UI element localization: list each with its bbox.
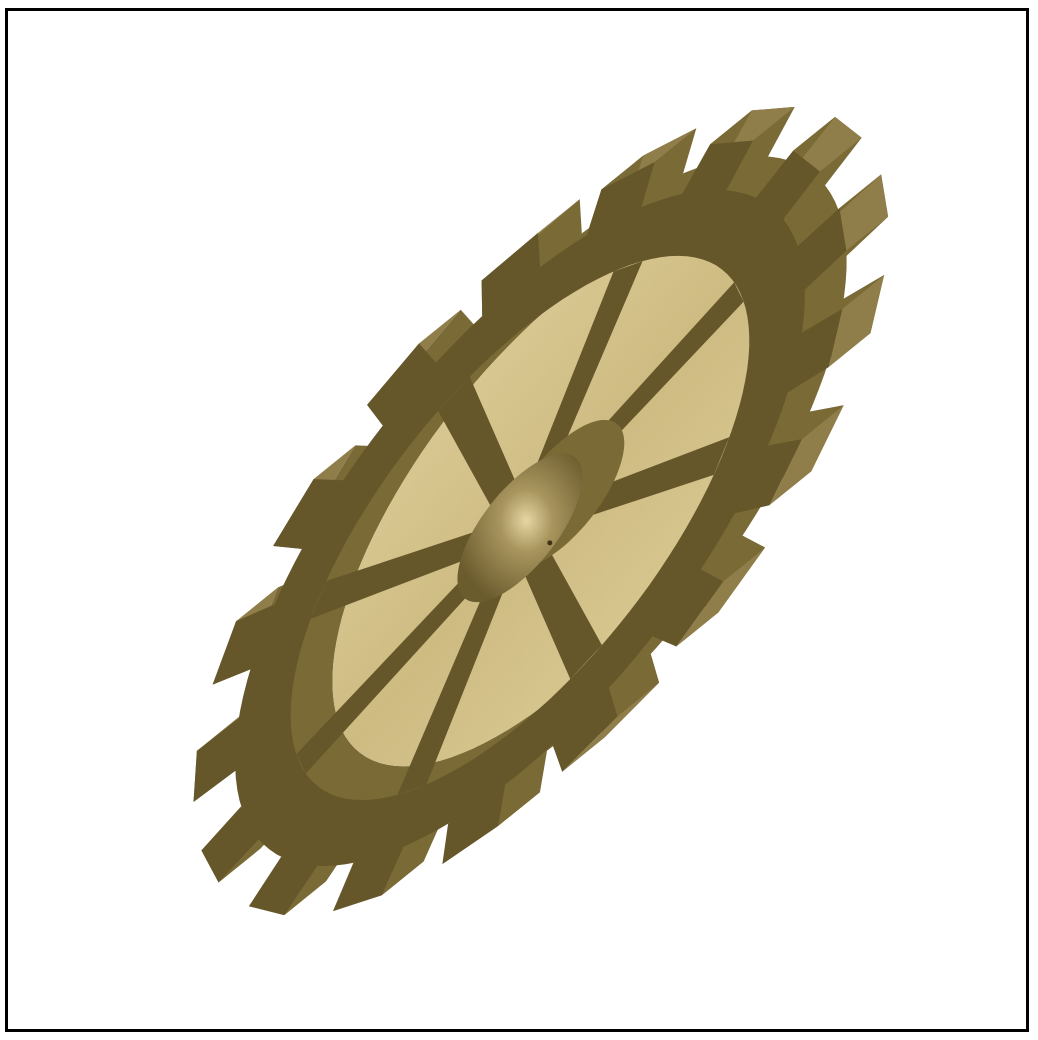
gear-tooth-side <box>801 275 885 333</box>
gear-tooth-top <box>828 275 885 368</box>
gear-spoke <box>523 547 602 680</box>
gear-tooth-top <box>839 174 889 251</box>
gear-rim-front <box>235 189 805 866</box>
gear-spoke <box>438 376 517 509</box>
gear-spoke <box>310 530 478 619</box>
gear-spoke <box>534 261 643 470</box>
gear-spoke <box>562 437 730 525</box>
gear-tooth-front <box>552 687 618 772</box>
gear-tooth-top <box>793 116 862 172</box>
gear-tooth-side <box>700 535 766 582</box>
gear-tooth-front <box>367 343 436 426</box>
gear-tooth-side <box>768 405 844 446</box>
gear-spoke <box>296 577 472 774</box>
gear-tooth-front <box>797 208 847 290</box>
gear-tooth-top <box>769 405 844 506</box>
gear-tooth-side <box>498 750 547 826</box>
gear-tooth-front <box>481 232 541 317</box>
gear-hub <box>457 453 583 603</box>
gear-tooth-front <box>652 569 724 647</box>
gear-tooth-front <box>734 439 802 514</box>
gear-tooth-front <box>787 308 843 393</box>
gear-tooth-front <box>682 140 754 194</box>
gear-tooth-side <box>608 654 660 717</box>
render-viewport <box>5 8 1029 1032</box>
gear-tooth-top <box>676 547 766 647</box>
gear-tooth-front <box>201 806 259 883</box>
gear-tooth-front <box>212 604 275 685</box>
gear-tooth-front <box>193 718 239 803</box>
gear-model <box>193 106 889 916</box>
gear-tooth-front <box>586 162 655 236</box>
gear-tooth-front <box>332 846 404 912</box>
gear-tooth-front <box>273 479 344 549</box>
gear-tooth-front <box>755 150 820 220</box>
gear-tooth-top <box>562 682 660 772</box>
gear-tooth-front <box>442 784 506 865</box>
gear-axle-point <box>547 540 553 546</box>
gear-tooth-front <box>248 856 318 916</box>
gear-spoke <box>397 586 506 795</box>
gear-render <box>193 106 889 916</box>
